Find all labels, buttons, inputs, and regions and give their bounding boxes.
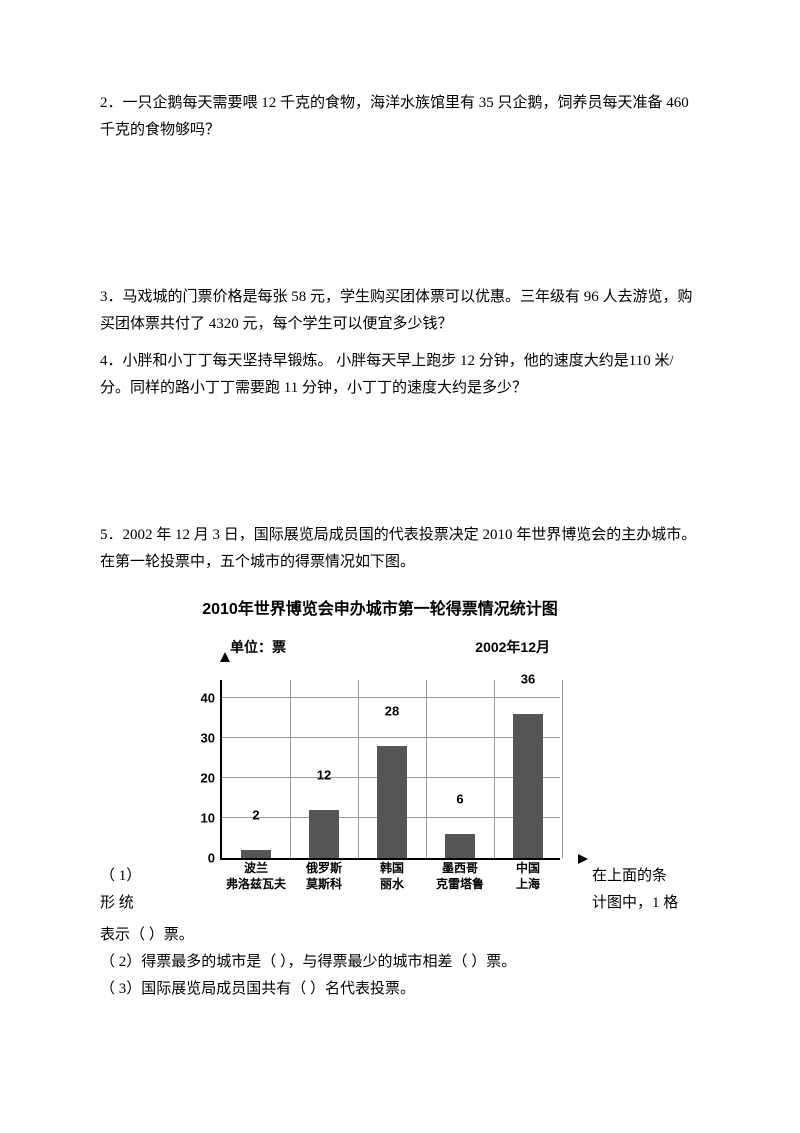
fill-q1-line2-row: 形 统 计图中，1 格 (100, 890, 700, 917)
xtick-label: 波兰弗洛兹瓦夫 (222, 858, 290, 892)
ytick-label: 40 (201, 686, 215, 709)
xtick-label: 韩国丽水 (358, 858, 426, 892)
xtick-label: 墨西哥克雷塔鲁 (426, 858, 494, 892)
chart-date: 2002年12月 (475, 635, 550, 660)
fill-q1-line2-left: 形 统 (100, 890, 180, 917)
chart-bar (377, 746, 407, 858)
question-5: 5．2002 年 12 月 3 日，国际展览局成员国的代表投票决定 2010 年… (100, 522, 700, 576)
x-axis-arrow-icon (578, 854, 588, 864)
xtick-label: 俄罗斯莫斯科 (290, 858, 358, 892)
answer-space-2 (100, 154, 700, 284)
question-4: 4．小胖和小丁丁每天坚持早锻炼。 小胖每天早上跑步 12 分钟，他的速度大约是1… (100, 348, 700, 402)
fill-q3: （ 3）国际展览局成员国共有（ ）名代表投票。 (100, 976, 700, 1003)
fill-q1-line2-right: 计图中，1 格 (580, 890, 700, 917)
bar-value-label: 6 (445, 787, 475, 810)
chart-row: （ 1） 2010年世界博览会申办城市第一轮得票情况统计图 单位：票 2002年… (100, 596, 700, 890)
bar-value-label: 28 (377, 699, 407, 722)
fill-q1-right: 在上面的条 (580, 863, 700, 890)
fill-q1-left: （ 1） (100, 863, 180, 890)
question-3: 3．马戏城的门票价格是每张 58 元，学生购买团体票可以优惠。三年级有 96 人… (100, 284, 700, 338)
chart-plot: 0102030402波兰弗洛兹瓦夫12俄罗斯莫斯科28韩国丽水6墨西哥克雷塔鲁3… (220, 680, 560, 860)
chart-bar (241, 850, 271, 858)
chart-header-row: 单位：票 2002年12月 (180, 635, 580, 660)
bar-value-label: 2 (241, 803, 271, 826)
gridline-v (290, 680, 291, 858)
chart-bar (513, 714, 543, 858)
ytick-label: 10 (201, 806, 215, 829)
fill-q1-line3: 表示（ ）票。 (100, 922, 700, 949)
gridline-v (358, 680, 359, 858)
y-axis-arrow-icon (220, 652, 230, 662)
chart-title: 2010年世界博览会申办城市第一轮得票情况统计图 (180, 596, 580, 625)
gridline-h (222, 697, 560, 698)
answer-space-4 (100, 412, 700, 522)
fill-q2: （ 2）得票最多的城市是（ ），与得票最少的城市相差（ ）票。 (100, 949, 700, 976)
xtick-label: 中国上海 (494, 858, 562, 892)
ytick-label: 0 (208, 846, 215, 869)
chart-bar (309, 810, 339, 858)
gridline-v (494, 680, 495, 858)
ytick-label: 30 (201, 726, 215, 749)
bar-chart: 2010年世界博览会申办城市第一轮得票情况统计图 单位：票 2002年12月 0… (180, 596, 580, 890)
chart-ylabel: 单位：票 (230, 635, 286, 660)
chart-area: 0 10 20 30 40 2 波兰弗洛兹瓦夫 12 俄罗斯莫斯科 28 韩国丽水 6 墨西哥克雷塔鲁 3… (180, 660, 580, 890)
gridline-v (426, 680, 427, 858)
chart-bar (445, 834, 475, 858)
gridline-h (222, 737, 560, 738)
question-2: 2．一只企鹅每天需要喂 12 千克的食物，海洋水族馆里有 35 只企鹅，饲养员每… (100, 90, 700, 144)
ytick-label: 20 (201, 766, 215, 789)
bar-value-label: 12 (309, 763, 339, 786)
bar-value-label: 36 (513, 667, 543, 690)
gridline-v (562, 680, 563, 858)
fill-questions: 表示（ ）票。 （ 2）得票最多的城市是（ ），与得票最少的城市相差（ ）票。 … (100, 922, 700, 1003)
